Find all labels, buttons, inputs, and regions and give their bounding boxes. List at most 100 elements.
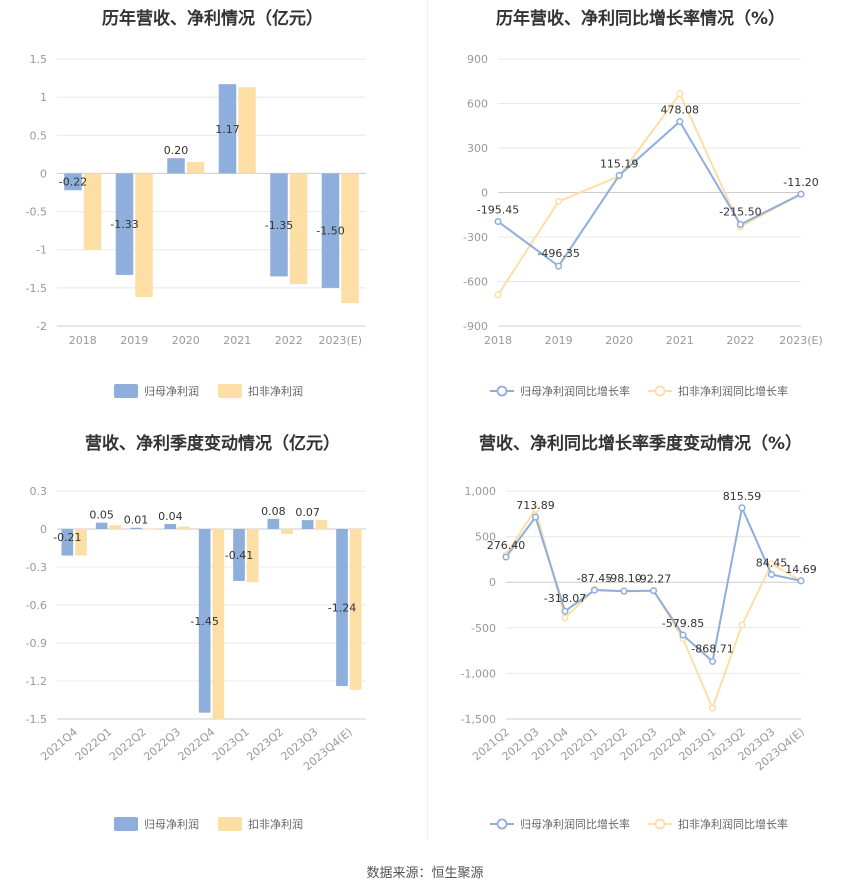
y-tick-label: 0 — [40, 523, 47, 536]
y-tick-label: 0 — [40, 167, 47, 180]
y-tick-label: 1 — [40, 91, 47, 104]
bar-deducted-net-profit — [315, 520, 328, 529]
y-tick-label: 1.5 — [30, 53, 48, 66]
chart-title: 营收、净利同比增长率季度变动情况（%） — [478, 434, 803, 454]
x-tick-label: 2020 — [605, 334, 633, 347]
bar-deducted-net-profit — [178, 526, 190, 529]
line-deducted-growth — [497, 91, 802, 296]
bar-parent-net-profit — [336, 529, 348, 687]
point-parent-growth — [797, 577, 805, 585]
data-label: 815.59 — [723, 490, 762, 503]
data-label: -0.41 — [225, 549, 253, 562]
legend-label: 扣非净利润 — [248, 817, 303, 831]
bar-deducted-net-profit — [135, 173, 153, 298]
x-tick-label: 2022Q1 — [73, 725, 115, 763]
x-tick-label: 2019 — [120, 334, 148, 347]
bar-parent-net-profit — [115, 173, 134, 275]
data-label: -318.07 — [544, 592, 586, 605]
y-tick-label: -1,500 — [461, 713, 496, 726]
bar-parent-net-profit — [95, 522, 108, 529]
x-tick-label: 2018 — [484, 334, 512, 347]
chart-title: 历年营收、净利同比增长率情况（%） — [495, 9, 786, 29]
point-parent-growth — [738, 504, 746, 512]
point-parent-growth — [615, 171, 623, 179]
legend-label: 归母净利润同比增长率 — [520, 817, 630, 831]
point-parent-growth — [767, 570, 776, 579]
y-tick-label: -0.6 — [26, 599, 47, 612]
point-parent-growth — [590, 586, 599, 594]
point-deducted-growth — [676, 90, 684, 98]
data-label: 0.01 — [124, 514, 149, 527]
point-parent-growth — [797, 190, 805, 198]
annual-profit-panel: 历年营收、净利情况（亿元） 1.5 1 0.5 0 -0.5 -1 -1.5 -2 2018 20… — [0, 0, 425, 420]
bar-parent-net-profit — [321, 173, 340, 288]
point-parent-growth — [502, 553, 510, 561]
data-label: 14.69 — [785, 563, 817, 576]
point-parent-growth — [620, 587, 628, 595]
legend-label: 归母净利润 — [144, 384, 199, 398]
legend-swatch — [114, 817, 138, 831]
point-parent-growth — [708, 657, 717, 665]
point-parent-growth — [494, 217, 502, 226]
data-label: -1.35 — [265, 219, 293, 232]
legend-label: 扣非净利润 — [248, 384, 303, 398]
data-label: -1.50 — [316, 225, 344, 238]
data-label: -0.22 — [59, 175, 87, 188]
data-label: -496.35 — [537, 247, 579, 260]
y-tick-label: 0 — [489, 576, 496, 589]
bar-parent-net-profit — [267, 518, 280, 529]
point-deducted-growth — [738, 621, 746, 629]
legend-label: 归母净利润同比增长率 — [520, 384, 630, 398]
x-tick-label: 2022Q3 — [141, 725, 183, 763]
bar-deducted-net-profit — [83, 173, 102, 250]
bar-deducted-net-profit — [212, 529, 225, 719]
data-label: -1.33 — [110, 218, 138, 231]
data-label: 478.08 — [661, 104, 700, 117]
chart-svg: 1.5 1 0.5 0 -0.5 -1 -1.5 -2 2018 2019 2020 2021 2022… — [26, 53, 366, 398]
data-label: -92.27 — [636, 573, 671, 586]
y-tick-label: -1,000 — [461, 667, 496, 680]
point-parent-growth — [676, 118, 684, 126]
data-label: 84.45 — [756, 556, 788, 569]
data-label: 115.19 — [600, 157, 639, 170]
quarterly-growth-panel: 营收、净利同比增长率季度变动情况（%） 1,000 500 0 -500 -1,000 -… — [428, 425, 850, 855]
y-tick-label: -500 — [471, 622, 496, 635]
point-parent-growth — [736, 220, 744, 229]
y-tick-label: -1.5 — [26, 713, 47, 726]
x-tick-label: 2023Q2 — [244, 725, 286, 763]
x-tick-label: 2020 — [172, 334, 200, 347]
bar-deducted-net-profit — [349, 529, 362, 690]
bar-deducted-net-profit — [281, 529, 293, 535]
y-tick-label: -0.9 — [26, 637, 47, 650]
data-label: 276.40 — [487, 539, 526, 552]
chart-svg: 1,0005000-500-1,000-1,5002021Q22021Q3202… — [461, 485, 817, 831]
point-deducted-growth — [708, 704, 717, 712]
point-deducted-growth — [494, 291, 502, 299]
x-tick-label: 2018 — [69, 334, 97, 347]
legend-marker — [496, 818, 508, 830]
bar-parent-net-profit — [218, 84, 237, 174]
data-label: -98.10 — [606, 572, 641, 585]
data-label: -215.50 — [719, 205, 761, 218]
bar-parent-net-profit — [233, 529, 245, 581]
data-label: 1.17 — [215, 123, 240, 136]
y-tick-label: 1,000 — [465, 485, 497, 498]
y-tick-label: 600 — [467, 98, 488, 111]
bar-parent-net-profit — [64, 173, 82, 191]
bar-deducted-net-profit — [289, 173, 308, 285]
data-label: 0.07 — [295, 506, 320, 519]
data-label: -195.45 — [477, 203, 519, 216]
bar-parent-net-profit — [130, 527, 142, 529]
y-tick-label: -1 — [36, 244, 47, 257]
y-tick-label: -2 — [36, 320, 47, 333]
y-tick-label: 300 — [467, 142, 488, 155]
point-parent-growth — [679, 631, 687, 639]
chart-svg: 0.30-0.3-0.6-0.9-1.2-1.52021Q42022Q12022… — [26, 485, 366, 831]
point-deducted-growth — [767, 560, 776, 568]
y-tick-label: -0.5 — [26, 206, 47, 219]
y-tick-label: -0.3 — [26, 561, 47, 574]
data-label: -579.85 — [662, 617, 704, 630]
y-tick-label: -1.2 — [26, 675, 47, 688]
bar-deducted-net-profit — [246, 529, 259, 583]
